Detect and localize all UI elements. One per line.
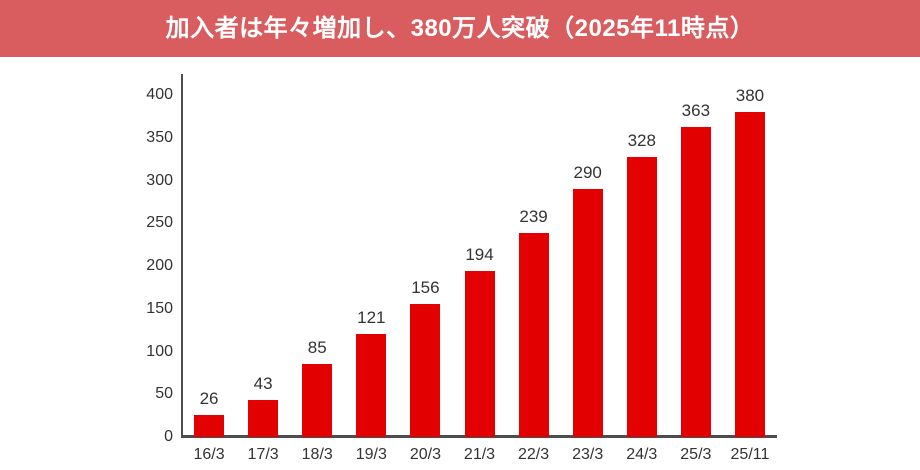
x-tick-label: 16/3 [193,446,225,463]
bar [626,156,657,437]
x-tick-label: 21/3 [463,446,496,463]
y-axis-line [181,74,183,437]
bar-value-label: 85 [307,338,327,358]
bar [410,303,441,437]
bar-value-label: 380 [735,86,765,106]
bar-value-label: 290 [573,163,602,183]
bar-value-label: 363 [681,100,711,120]
x-tick-label: 22/3 [518,446,550,463]
y-tick-label: 300 [146,171,173,189]
y-tick-label: 0 [164,428,173,445]
bar-value-label: 239 [519,206,548,226]
bar [734,112,765,437]
bar-value-label: 328 [627,130,656,150]
x-tick-label: 18/3 [301,446,333,463]
y-tick-label: 400 [146,86,173,103]
bar [572,189,603,437]
x-tick-label: 24/3 [626,446,658,463]
bar [302,364,333,437]
chart-title: 加入者は年々増加し、380万人突破（2025年11時点） [165,14,755,42]
bar-value-label: 26 [199,388,219,408]
y-tick-label: 50 [155,385,173,403]
y-tick-label: 200 [146,257,173,274]
x-tick-label: 23/3 [572,446,604,463]
bar [194,414,225,437]
bar [248,400,279,437]
bar-value-label: 194 [465,245,494,265]
bar [464,271,495,437]
chart-title-banner: 加入者は年々増加し、380万人突破（2025年11時点） [0,0,920,57]
x-tick-label: 20/3 [409,446,441,463]
bar-value-label: 43 [253,374,273,394]
bar-value-label: 121 [357,307,386,327]
bar [680,126,711,437]
y-tick-label: 100 [146,342,173,360]
y-tick-label: 250 [146,214,173,232]
y-tick-label: 150 [146,299,173,317]
x-tick-label: 17/3 [247,446,279,463]
x-tick-label: 25/11 [730,446,770,463]
y-tick-label: 350 [146,128,173,146]
bar [518,232,549,437]
bar-value-label: 156 [411,277,440,297]
x-tick-label: 25/3 [680,446,712,463]
x-tick-label: 19/3 [355,446,387,463]
bar [356,333,387,437]
